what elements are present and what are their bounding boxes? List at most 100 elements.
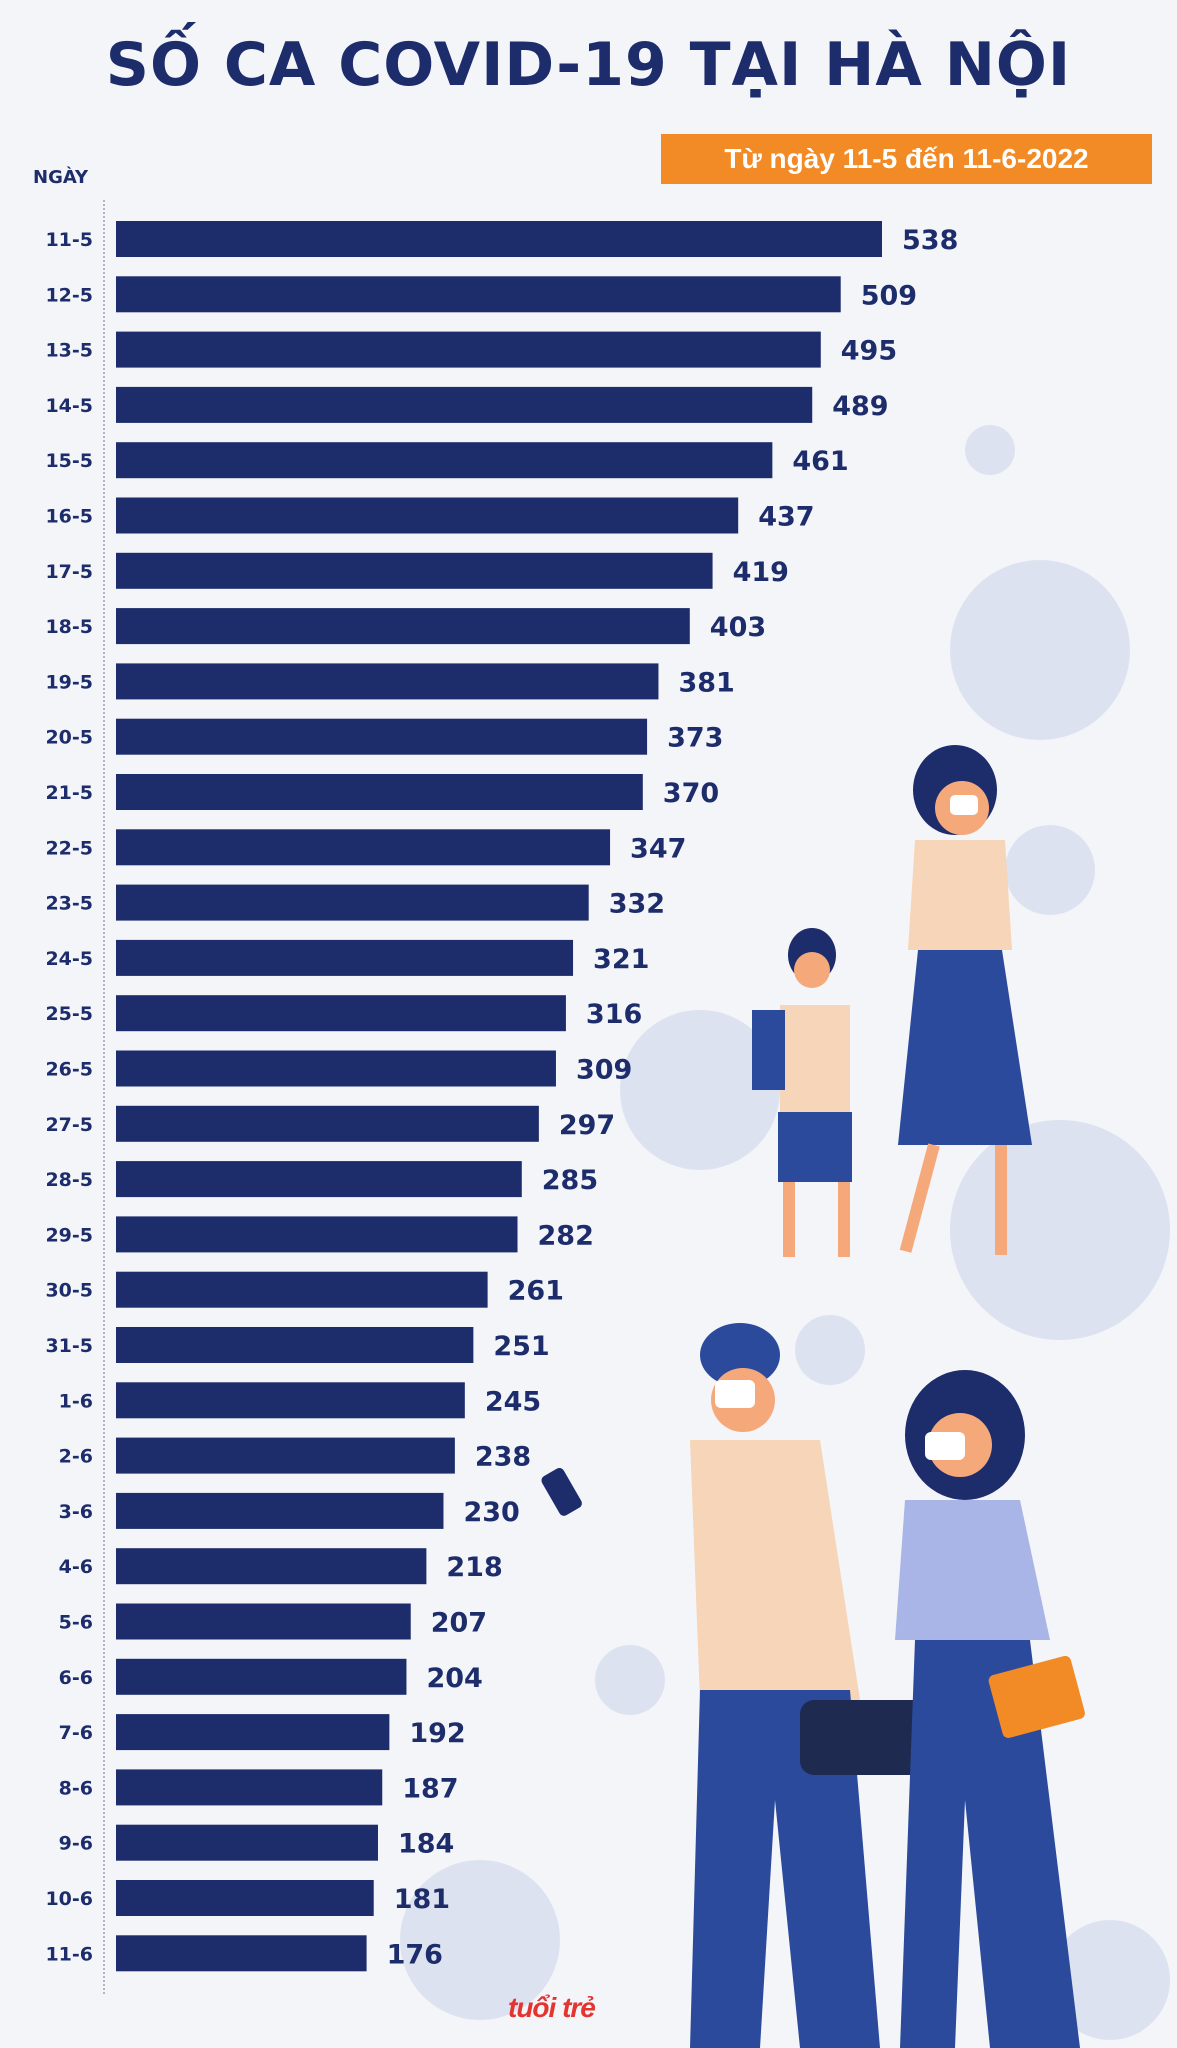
- category-label: 15-5: [45, 450, 93, 472]
- category-label: 30-5: [45, 1280, 93, 1302]
- data-label: 187: [402, 1773, 458, 1804]
- category-label: 11-5: [45, 229, 93, 251]
- data-label: 176: [387, 1939, 443, 1970]
- category-label: 12-5: [45, 284, 93, 306]
- bar: [116, 1935, 367, 1972]
- category-label: 1-6: [59, 1390, 93, 1412]
- bar: [116, 995, 566, 1032]
- category-label: 6-6: [59, 1667, 93, 1689]
- category-label: 20-5: [45, 727, 93, 749]
- data-label: 332: [609, 889, 665, 920]
- bar: [116, 1714, 390, 1751]
- data-label: 373: [667, 723, 723, 754]
- data-label: 207: [431, 1608, 487, 1639]
- bar: [116, 1492, 444, 1529]
- bar: [116, 552, 713, 589]
- category-label: 27-5: [45, 1114, 93, 1136]
- bar: [116, 1105, 539, 1142]
- data-label: 495: [841, 336, 897, 367]
- bar: [116, 276, 841, 313]
- category-label: 13-5: [45, 340, 93, 362]
- bar: [116, 663, 659, 700]
- category-label: 19-5: [45, 671, 93, 693]
- category-label: 14-5: [45, 395, 93, 417]
- category-label: 5-6: [59, 1612, 93, 1634]
- bar: [116, 829, 611, 866]
- data-label: 261: [508, 1276, 564, 1307]
- bar: [116, 1216, 518, 1253]
- bar: [116, 1437, 455, 1474]
- bar: [116, 386, 813, 423]
- category-label: 31-5: [45, 1335, 93, 1357]
- data-label: 381: [678, 667, 734, 698]
- bar: [116, 608, 690, 645]
- category-label: 23-5: [45, 893, 93, 915]
- data-label: 309: [576, 1055, 632, 1086]
- data-label: 181: [394, 1884, 450, 1915]
- people-illustration: [752, 745, 1032, 1257]
- category-label: 24-5: [45, 948, 93, 970]
- bar: [116, 221, 882, 257]
- bar: [116, 1271, 488, 1308]
- bar: [116, 1327, 474, 1363]
- category-label: 2-6: [59, 1446, 93, 1468]
- category-label: 28-5: [45, 1169, 93, 1191]
- bar: [116, 939, 574, 976]
- category-label: 16-5: [45, 506, 93, 528]
- category-label: 8-6: [59, 1777, 93, 1799]
- data-label: 489: [832, 391, 888, 422]
- data-label: 297: [559, 1110, 615, 1141]
- category-label: 10-6: [45, 1888, 93, 1910]
- data-label: 509: [861, 280, 917, 311]
- bar: [116, 1161, 522, 1198]
- bar: [116, 1050, 556, 1087]
- category-label: 26-5: [45, 1059, 93, 1081]
- data-label: 245: [485, 1386, 541, 1417]
- data-label: 218: [446, 1552, 502, 1583]
- data-label: 370: [663, 778, 719, 809]
- bar: [116, 1824, 378, 1861]
- bar: [116, 1603, 411, 1640]
- bar: [116, 884, 589, 921]
- page-title: SỐ CA COVID-19 TẠI HÀ NỘI: [105, 30, 1072, 100]
- category-label: 18-5: [45, 616, 93, 638]
- category-label: 4-6: [59, 1556, 93, 1578]
- category-label: 9-6: [59, 1833, 93, 1855]
- category-label: 21-5: [45, 782, 93, 804]
- data-label: 285: [542, 1165, 598, 1196]
- data-label: 321: [593, 944, 649, 975]
- category-label: 22-5: [45, 837, 93, 859]
- data-label: 461: [792, 446, 848, 477]
- data-label: 316: [586, 999, 642, 1030]
- data-label: 251: [493, 1331, 549, 1362]
- bar: [116, 497, 739, 534]
- data-label: 184: [398, 1829, 454, 1860]
- data-label: 437: [758, 502, 814, 533]
- bar: [116, 442, 773, 479]
- data-label: 347: [630, 833, 686, 864]
- bar: [116, 1880, 374, 1916]
- people-illustration-bottom: [541, 1323, 1085, 2048]
- category-label: 17-5: [45, 561, 93, 583]
- bar: [116, 718, 648, 755]
- data-label: 238: [475, 1442, 531, 1473]
- bar: [116, 1769, 383, 1806]
- data-label: 403: [710, 612, 766, 643]
- category-label: 25-5: [45, 1003, 93, 1025]
- bar: [116, 774, 643, 810]
- data-label: 282: [538, 1220, 594, 1251]
- logo: tuổi trẻ: [508, 1992, 596, 2023]
- bar: [116, 331, 821, 368]
- bar: [116, 1382, 465, 1419]
- data-label: 230: [463, 1497, 519, 1528]
- data-label: 204: [426, 1663, 482, 1694]
- category-label: 7-6: [59, 1722, 93, 1744]
- data-label: 419: [733, 557, 789, 588]
- bar: [116, 1548, 427, 1585]
- y-axis-label: NGÀY: [33, 166, 89, 188]
- category-label: 29-5: [45, 1224, 93, 1246]
- category-label: 3-6: [59, 1501, 93, 1523]
- data-label: 192: [409, 1718, 465, 1749]
